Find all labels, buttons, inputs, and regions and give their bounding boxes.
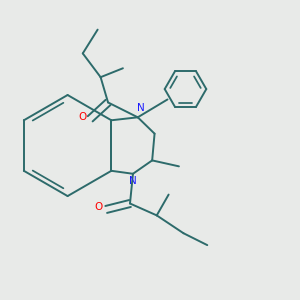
Text: O: O: [95, 202, 103, 212]
Text: O: O: [79, 112, 87, 122]
Text: N: N: [137, 103, 145, 113]
Text: N: N: [129, 176, 137, 186]
